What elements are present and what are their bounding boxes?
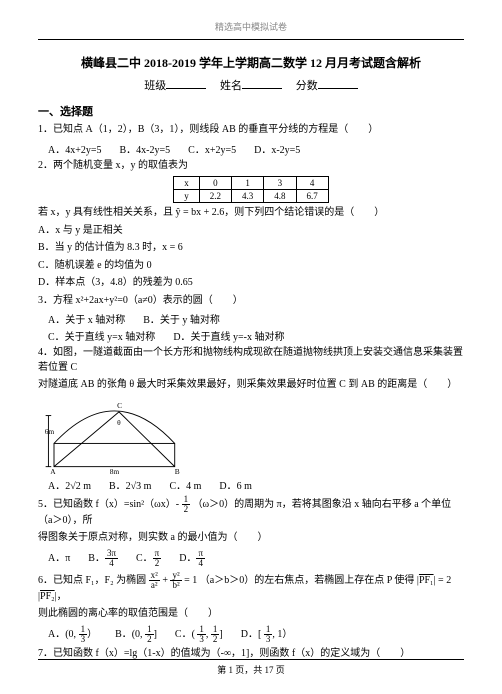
q4-opt-c: C．4 m — [169, 477, 201, 492]
q6-opt-a: A．(0, 13） — [48, 625, 97, 644]
page: 精选高中模拟试卷 横峰县二中 2018-2019 学年上学期高二数学 12 月月… — [0, 0, 502, 674]
q4-figure: 6m 8m C θ A B — [44, 397, 194, 475]
q6-plus: + — [162, 575, 168, 586]
q5-stem1: 5．已知函数 f（x）=sin²（ωx）- — [38, 498, 179, 509]
name-label: 姓名 — [220, 80, 242, 92]
q6-opt-d: D．[ 13, 1） — [241, 625, 293, 644]
page-footer: 第 1 页，共 17 页 — [0, 663, 502, 676]
tcell: 1 — [232, 177, 264, 190]
q3-opt-a: A．关于 x 轴对称 — [48, 311, 125, 326]
tcell: 6.7 — [296, 190, 328, 203]
q6-ellipse-y: y²b² — [170, 571, 181, 590]
q6-end: |， — [55, 591, 67, 602]
fig-pt-b: B — [175, 467, 180, 475]
fig-w-label: 8m — [110, 467, 120, 475]
q3-options-row1: A．关于 x 轴对称 B．关于 y 轴对称 — [48, 311, 464, 326]
q1-opt-c: C．x+2y=5 — [188, 141, 236, 156]
q6-eq: = 1 — [184, 575, 197, 586]
tcell: 4 — [296, 177, 328, 190]
q1-options: A．4x+2y=5 B．4x-2y=5 C．x+2y=5 D．x-2y=5 — [48, 141, 464, 156]
q6-opt-b: B．(0, 12] — [115, 625, 157, 644]
fig-h-label: 6m — [45, 427, 55, 436]
q5-stem: 5．已知函数 f（x）=sin²（ωx）- 12 （ω＞0）的周期为 π，若将其… — [38, 495, 464, 529]
q4-stem2: 对隧道底 AB 的张角 θ 最大时采集效果最好，则采集效果最好时位置 C 到 A… — [38, 378, 464, 393]
q5-stem3: 得图象关于原点对称，则实数 a 的最小值为（ ） — [38, 531, 464, 546]
q2-opt-a: A．x 与 y 是正相关 — [38, 224, 464, 239]
score-label: 分数 — [296, 80, 318, 92]
fig-theta: θ — [117, 417, 121, 426]
tcell: 4.8 — [264, 190, 296, 203]
q1-opt-a: A．4x+2y=5 — [48, 141, 102, 156]
q2-opt-b: B．当 y 的估计值为 8.3 时，x = 6 — [38, 241, 464, 256]
q1-stem: 1．已知点 A（1，2），B（3，1），则线段 AB 的垂直平分线的方程是（ ） — [38, 123, 464, 138]
q6-mid: （a＞b＞0）的左右焦点，若椭圆上存在点 P 使得 | — [200, 575, 419, 586]
tcell: x — [174, 177, 200, 190]
q4-opt-a: A．2√2 m — [48, 477, 91, 492]
q6-options: A．(0, 13） B．(0, 12] C．( 13, 12] D．[ 13, … — [48, 625, 464, 644]
q2-opt-d: D．样本点（3，4.8）的残差为 0.65 — [38, 276, 464, 291]
rule-top — [38, 39, 464, 40]
tcell: 4.3 — [232, 190, 264, 203]
rule-bottom — [38, 659, 464, 660]
q3-opt-b: B．关于 y 轴对称 — [143, 311, 220, 326]
name-blank — [242, 79, 282, 89]
q2-opt-c: C．随机误差 e 的均值为 0 — [38, 259, 464, 274]
q5-options: A．π B．3π4 C．π2 D．π4 — [48, 549, 464, 568]
q4-options: A．2√2 m B．2√3 m C．4 m D．6 m — [48, 477, 464, 492]
q6-pf2: PF₂ — [40, 591, 55, 602]
q6-pf1: PF₁ — [419, 575, 434, 586]
meta-line: 班级 姓名 分数 — [38, 77, 464, 93]
watermark-text: 精选高中模拟试卷 — [38, 20, 464, 33]
fig-pt-c: C — [117, 401, 122, 410]
q1-opt-d: D．x-2y=5 — [254, 141, 300, 156]
q6-pre: 6．已知点 F₁，F₂ 为椭圆 — [38, 575, 146, 586]
q3-opt-d: D．关于直线 y=-x 轴对称 — [173, 328, 284, 343]
exam-title: 横峰县二中 2018-2019 学年上学期高二数学 12 月月考试题含解析 — [38, 54, 464, 71]
class-label: 班级 — [144, 80, 166, 92]
q3-options-row2: C．关于直线 y=x 轴对称 D．关于直线 y=-x 轴对称 — [48, 328, 464, 343]
q5-opt-d: D．π4 — [179, 549, 205, 568]
section-heading: 一、选择题 — [38, 103, 464, 119]
q5-opt-a: A．π — [48, 549, 70, 568]
q2-table: x 0 1 3 4 y 2.2 4.3 4.8 6.7 — [173, 176, 329, 203]
fig-pt-a: A — [50, 467, 56, 475]
q6-stem: 6．已知点 F₁，F₂ 为椭圆 x²a² + y²b² = 1 （a＞b＞0）的… — [38, 571, 464, 605]
q3-stem: 3．方程 x²+2ax+y²=0（a≠0）表示的圆（ ） — [38, 294, 464, 309]
tcell: 2.2 — [199, 190, 231, 203]
score-blank — [318, 79, 358, 89]
q4-opt-d: D．6 m — [219, 477, 252, 492]
q4-stem1: 4．如图，一隧道截面由一个长方形和抛物线构成现欲在随道抛物线拱顶上安装交通信息采… — [38, 346, 464, 375]
q4-opt-b: B．2√3 m — [109, 477, 151, 492]
q5-opt-c: C．π2 — [136, 549, 161, 568]
q3-opt-c: C．关于直线 y=x 轴对称 — [48, 328, 155, 343]
tcell: 0 — [199, 177, 231, 190]
tcell: y — [174, 190, 200, 203]
q6-line2: 则此椭圆的离心率的取值范围是（ ） — [38, 607, 464, 622]
q6-ellipse-x: x²a² — [149, 571, 160, 590]
q2-line2: 若 x，y 具有线性相关关系，且 ŷ = bx + 2.6，则下列四个结论错误的… — [38, 206, 464, 221]
q5-opt-b: B．3π4 — [88, 549, 118, 568]
q2-stem: 2．两个随机变量 x，y 的取值表为 — [38, 159, 464, 174]
q1-opt-b: B．4x-2y=5 — [120, 141, 171, 156]
q6-opt-c: C．( 13, 12] — [175, 625, 223, 644]
tcell: 3 — [264, 177, 296, 190]
q5-frac-half: 12 — [182, 495, 191, 514]
class-blank — [166, 79, 206, 89]
